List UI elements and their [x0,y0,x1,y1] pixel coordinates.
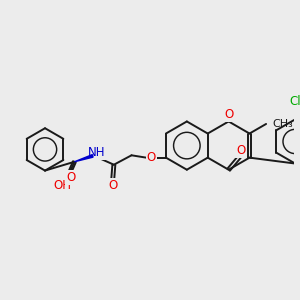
Text: O: O [147,151,156,164]
Text: NH: NH [88,146,105,159]
Text: CH₃: CH₃ [273,119,293,129]
Polygon shape [74,154,93,162]
Text: O: O [236,144,246,157]
Text: O: O [108,179,117,192]
Text: O: O [66,171,76,184]
Text: O: O [225,109,234,122]
Text: OH: OH [54,179,72,192]
Text: Cl: Cl [289,95,300,108]
